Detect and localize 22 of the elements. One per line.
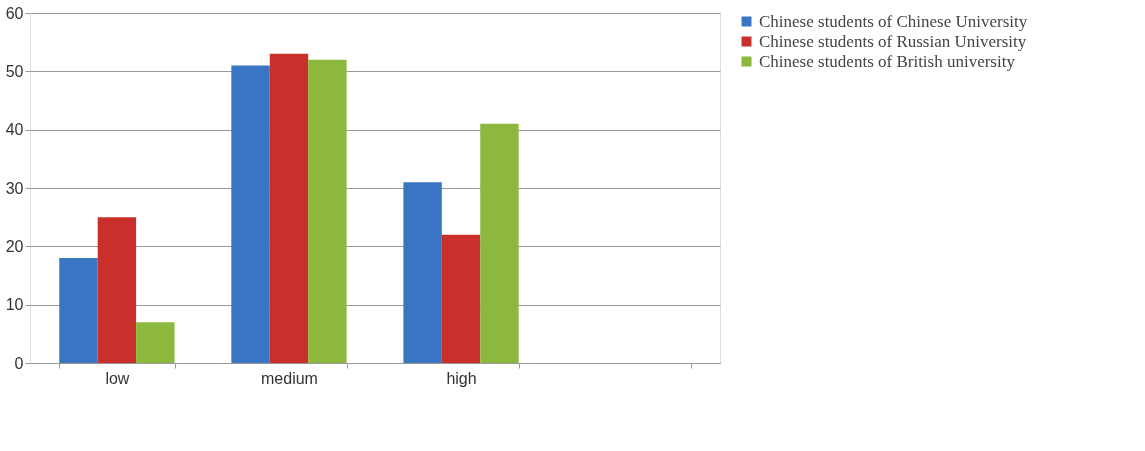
bar — [269, 53, 309, 363]
y-tick-label: 0 — [14, 354, 24, 372]
bar — [59, 258, 98, 363]
y-tick-label: 50 — [5, 62, 24, 80]
bar — [308, 59, 347, 363]
legend-label: Chinese students of Russian University — [759, 31, 1027, 51]
y-tick-label: 30 — [5, 179, 24, 197]
legend-label: Chinese students of Chinese University — [759, 11, 1028, 31]
bar — [136, 322, 175, 363]
bar — [231, 65, 270, 363]
x-tick-label: medium — [261, 369, 318, 387]
y-tick-label: 20 — [5, 237, 24, 255]
legend-label: Chinese students of British university — [759, 51, 1016, 71]
x-tick-label: low — [105, 369, 130, 387]
y-tick-label: 10 — [5, 296, 24, 314]
y-tick-label: 60 — [5, 4, 24, 22]
bar — [403, 182, 442, 363]
bar — [441, 234, 481, 363]
y-tick-label: 40 — [5, 121, 24, 139]
x-tick-label: high — [446, 369, 477, 387]
bar — [97, 217, 137, 363]
bar — [480, 123, 519, 363]
